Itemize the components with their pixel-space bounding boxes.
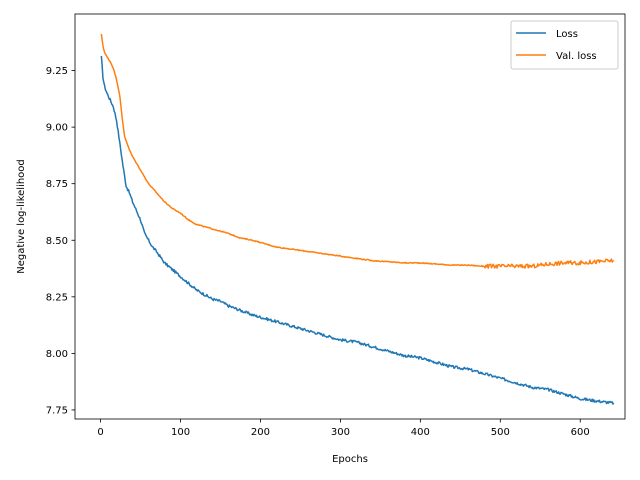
y-axis: 7.75 8.00 8.25 8.50 8.75 9.00 9.25 bbox=[46, 66, 75, 416]
y-tick-label: 8.50 bbox=[46, 236, 68, 247]
y-tick-label: 9.25 bbox=[46, 66, 68, 77]
x-tick-label: 100 bbox=[171, 427, 190, 438]
y-tick-label: 8.75 bbox=[46, 179, 68, 190]
y-tick-label: 8.25 bbox=[46, 292, 68, 303]
x-axis: 0 100 200 300 400 500 600 bbox=[97, 419, 590, 438]
x-tick-label: 400 bbox=[411, 427, 430, 438]
series-layer bbox=[100, 33, 615, 405]
series-line-1 bbox=[100, 33, 615, 269]
y-axis-label: Negative log-likelihood bbox=[16, 159, 27, 274]
legend-label-loss: Loss bbox=[556, 29, 578, 40]
legend-label-val-loss: Val. loss bbox=[556, 51, 597, 62]
legend: Loss Val. loss bbox=[510, 20, 619, 70]
plot-area: 0 100 200 300 400 500 600 7.75 8.00 8.25 8.50 8.75… bbox=[46, 13, 626, 438]
series-line-0 bbox=[100, 55, 615, 405]
y-tick-label: 7.75 bbox=[46, 405, 68, 416]
axes-frame bbox=[74, 13, 626, 420]
x-tick-label: 300 bbox=[331, 427, 350, 438]
y-tick-label: 9.00 bbox=[46, 123, 68, 134]
x-tick-label: 0 bbox=[97, 427, 103, 438]
y-tick-label: 8.00 bbox=[46, 349, 68, 360]
x-tick-label: 600 bbox=[571, 427, 590, 438]
x-tick-label: 200 bbox=[251, 427, 270, 438]
x-axis-label: Epochs bbox=[332, 454, 368, 465]
x-tick-label: 500 bbox=[491, 427, 510, 438]
